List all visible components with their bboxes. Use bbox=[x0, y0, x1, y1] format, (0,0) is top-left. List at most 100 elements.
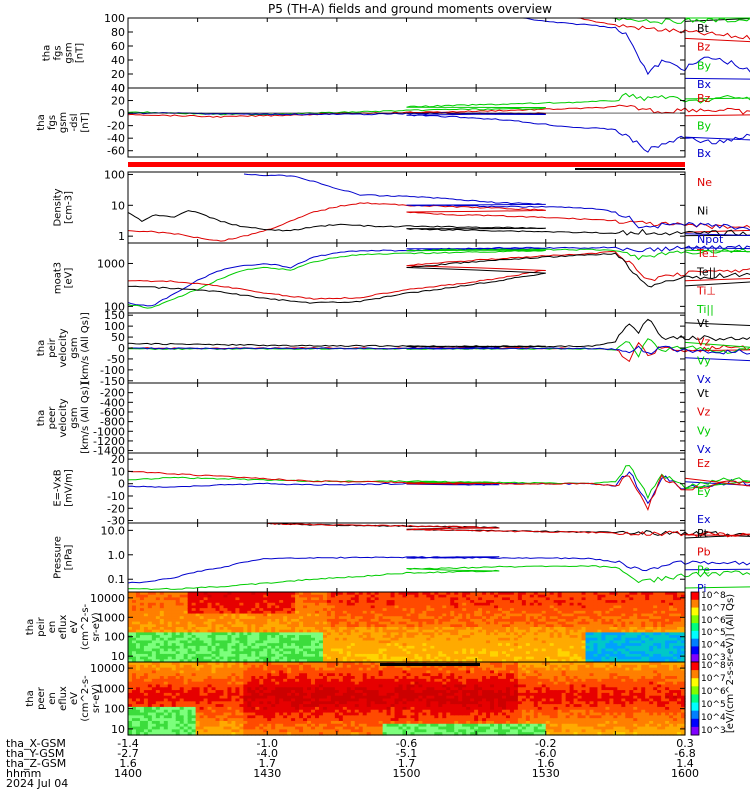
colorbar-tick: 10^7 bbox=[701, 674, 726, 684]
y-axis-label: (cm^2-s- bbox=[80, 603, 91, 650]
series-pressure-Pi bbox=[127, 556, 750, 584]
y-tick-label: -20 bbox=[107, 502, 125, 515]
panel-temperature: 1000 100 moat3 [eV] Te⊥ Te|| Ti⊥ Ti|| bbox=[53, 242, 750, 316]
x-row-value: -1.4 bbox=[117, 737, 138, 750]
x-row-value: -4.0 bbox=[257, 747, 278, 760]
series-temperature-Te|| bbox=[128, 252, 750, 304]
date-label: 2024 Jul 04 bbox=[6, 777, 68, 790]
legend-efield-2: Ex bbox=[697, 513, 711, 526]
colorbar-tick: 10^4 bbox=[701, 641, 726, 651]
panel-frame bbox=[127, 382, 686, 454]
x-row-value: -6.0 bbox=[535, 747, 556, 760]
series-peir_velocity-Vz bbox=[127, 341, 750, 363]
x-row-value: -0.2 bbox=[535, 737, 556, 750]
x-row-label: tha_X-GSM bbox=[6, 737, 66, 750]
legend-density-2: Npot bbox=[697, 233, 724, 246]
legend-fgs_dsl-0: Bz bbox=[697, 92, 711, 105]
panel-peir_spectrogram: 10^8 10^7 10^6 10^5 10^4 10^3 10000 1000 100 10 th… bbox=[25, 591, 726, 663]
y-axis-label: fgs bbox=[53, 45, 64, 60]
y-tick-label: 0 bbox=[118, 478, 125, 491]
x-row-value: 1.7 bbox=[398, 757, 416, 770]
y-axis-label: gsm bbox=[64, 42, 75, 63]
series-temperature-Ti⊥ bbox=[127, 244, 750, 307]
series-pressure-Pb bbox=[267, 522, 750, 538]
x-row-value: 1500 bbox=[393, 767, 421, 780]
series-fgs_mag-By bbox=[128, 17, 750, 25]
y-axis-label: [nPa] bbox=[64, 544, 75, 570]
y-tick-label: 100 bbox=[104, 320, 125, 333]
y-axis-label: -dsl bbox=[69, 114, 80, 132]
y-axis-label: tha bbox=[36, 410, 47, 426]
legend-pressure-1: Pb bbox=[697, 545, 711, 558]
legend-temperature-2: Ti⊥ bbox=[696, 284, 716, 297]
y-axis-label: peir bbox=[36, 616, 47, 636]
y-axis-label: sr-eV) bbox=[91, 612, 102, 641]
x-row-value: -2.7 bbox=[117, 747, 138, 760]
legend-pressure-3: Pi bbox=[697, 582, 706, 595]
legend-peir_velocity-2: Vy bbox=[697, 354, 711, 367]
y-axis-label: sr-eV) bbox=[91, 684, 102, 713]
series-peir_velocity-Vx bbox=[127, 345, 750, 362]
legend-peer_velocity-2: Vy bbox=[697, 424, 711, 437]
y-axis-label: Density bbox=[53, 188, 64, 226]
y-tick-label: 0 bbox=[118, 107, 125, 120]
y-axis-label: [nT] bbox=[80, 112, 91, 132]
legend-pressure-0: Pt bbox=[697, 527, 709, 540]
panel-frame bbox=[127, 17, 686, 89]
x-row-value: -5.1 bbox=[396, 747, 417, 760]
series-temperature-Te⊥ bbox=[127, 250, 750, 300]
legend-peir_velocity-0: Vt bbox=[697, 317, 710, 330]
legend-fgs_mag-2: By bbox=[697, 59, 712, 72]
y-tick-label: 20 bbox=[111, 68, 125, 81]
y-tick-label: -10 bbox=[107, 490, 125, 503]
y-tick-label: -50 bbox=[107, 353, 125, 366]
legend-density-0: Ne bbox=[697, 176, 712, 189]
legend-efield-0: Ez bbox=[697, 457, 710, 470]
legend-peir_velocity-3: Vx bbox=[697, 373, 712, 386]
colorbar-tick: 10^4 bbox=[701, 713, 726, 723]
y-axis-label: tha bbox=[42, 45, 53, 61]
y-tick-label: 10 bbox=[111, 465, 125, 478]
y-tick-label: 100 bbox=[104, 631, 125, 644]
x-row-value: -0.6 bbox=[396, 737, 417, 750]
y-tick-label: 40 bbox=[111, 54, 125, 67]
colorbar-tick: 10^8 bbox=[701, 661, 726, 671]
legend-pressure-2: Pe bbox=[697, 564, 710, 577]
y-tick-label: 80 bbox=[111, 26, 125, 39]
y-axis-label: tha bbox=[36, 340, 47, 356]
y-tick-label: 0.1 bbox=[108, 573, 126, 586]
y-axis-label: peer bbox=[36, 686, 47, 710]
peer_spectrogram-cells bbox=[128, 662, 686, 736]
peir_spectrogram-cells bbox=[128, 592, 686, 663]
colorbar-label: [eV/(cm^2-s-sr-eV)] (All Qs) bbox=[725, 594, 736, 733]
y-axis-label: peer bbox=[47, 406, 58, 430]
y-axis-label: Pressure bbox=[53, 536, 64, 579]
x-row-value: 0.3 bbox=[676, 737, 694, 750]
x-row-value: 1530 bbox=[532, 767, 560, 780]
x-row-value: 1.6 bbox=[537, 757, 555, 770]
legend-fgs_mag-3: Bx bbox=[697, 78, 712, 91]
y-tick-label: 0 bbox=[118, 82, 125, 95]
series-density-Npot bbox=[243, 173, 750, 236]
y-tick-label: 50 bbox=[111, 331, 125, 344]
y-axis-label: en bbox=[47, 621, 58, 634]
y-tick-label: 10.0 bbox=[101, 524, 126, 537]
y-axis-label: velocity bbox=[58, 398, 69, 437]
y-axis-label: tha bbox=[25, 690, 36, 706]
y-tick-label: 100 bbox=[104, 12, 125, 25]
y-axis-label: [km/s (All Qs)] bbox=[80, 312, 91, 384]
panel-frame bbox=[127, 452, 686, 524]
x-row-value: 1600 bbox=[671, 767, 699, 780]
x-row-value: 1430 bbox=[253, 767, 281, 780]
mode-flag-bar bbox=[128, 162, 685, 167]
colorbar-tick: 10^5 bbox=[701, 700, 726, 710]
colorbar-tick: 10^7 bbox=[701, 603, 726, 613]
y-axis-label: tha bbox=[36, 114, 47, 130]
panel-peer_spectrogram: 10^8 10^7 10^6 10^5 10^4 10^3 [eV/(cm^2-s-sr-e… bbox=[25, 594, 736, 736]
x-row-value: 1400 bbox=[114, 767, 142, 780]
y-tick-label: 1.0 bbox=[108, 549, 126, 562]
series-temperature-Ti|| bbox=[127, 248, 750, 309]
colorbar-tick: 10^6 bbox=[701, 616, 726, 626]
